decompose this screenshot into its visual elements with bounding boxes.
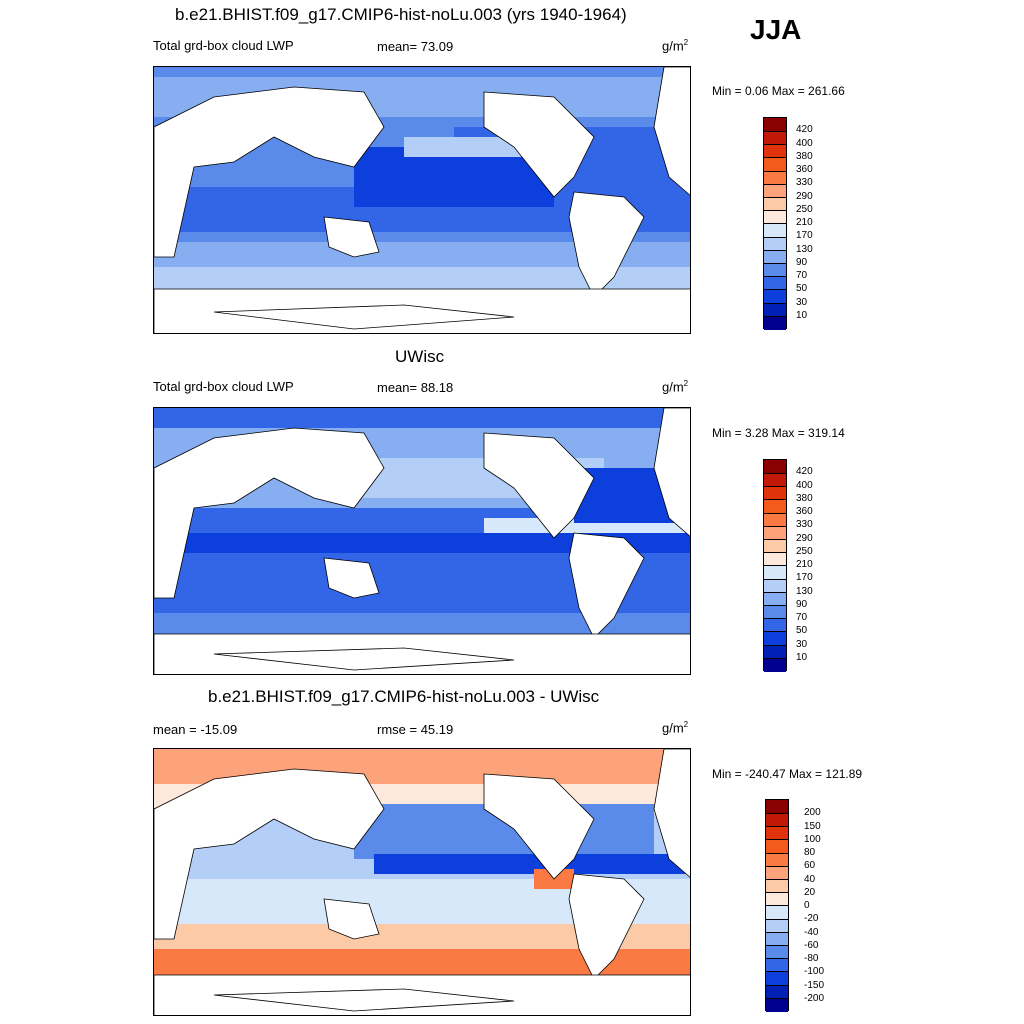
minmax-label: Min = -240.47 Max = 121.89 bbox=[712, 767, 863, 781]
colorbar-tick: 400 bbox=[796, 480, 813, 491]
colorbar-tick: 210 bbox=[796, 217, 813, 228]
map-observation bbox=[153, 407, 691, 675]
colorbar bbox=[763, 459, 787, 672]
mean-label: mean= 73.09 bbox=[377, 39, 454, 54]
colorbar-tick: 210 bbox=[796, 559, 813, 570]
colorbar-tick: 290 bbox=[796, 533, 813, 544]
colorbar-tick: -200 bbox=[804, 993, 825, 1004]
landmass-shape bbox=[323, 557, 380, 599]
colorbar-tick: 290 bbox=[796, 191, 813, 202]
colorbar-tick: 420 bbox=[796, 466, 813, 477]
colorbar-tick: 400 bbox=[796, 138, 813, 149]
landmass-shape bbox=[323, 898, 380, 940]
mean-label: mean= 88.18 bbox=[377, 380, 454, 395]
colorbar-tick: 420 bbox=[796, 124, 813, 135]
map-difference bbox=[153, 748, 691, 1016]
landmass-shape bbox=[154, 427, 385, 599]
landmass-shape bbox=[568, 191, 645, 298]
colorbar-tick: 10 bbox=[796, 310, 808, 321]
units-label: g/m2 bbox=[662, 379, 689, 395]
colorbar-tick: -150 bbox=[804, 980, 825, 991]
landmass-shape bbox=[653, 67, 690, 196]
colorbar-tick: -40 bbox=[804, 927, 819, 938]
colorbar-tick: 130 bbox=[796, 586, 813, 597]
colorbar bbox=[765, 799, 789, 1012]
colorbar-tick: 170 bbox=[796, 230, 813, 241]
colorbar-tick: 360 bbox=[796, 506, 813, 517]
colorbar-tick: 40 bbox=[804, 874, 816, 885]
colorbar-tick: 250 bbox=[796, 204, 813, 215]
units-label: g/m2 bbox=[662, 38, 689, 54]
colorbar-tick: 130 bbox=[796, 244, 813, 255]
colorbar-tick: 250 bbox=[796, 546, 813, 557]
landmass-shape bbox=[483, 773, 595, 880]
colorbar-tick: 90 bbox=[796, 599, 808, 610]
landmass-shape bbox=[568, 532, 645, 639]
landmass-shape bbox=[483, 432, 595, 539]
landmass-shape bbox=[154, 768, 385, 940]
colorbar-tick: 150 bbox=[804, 821, 821, 832]
landmass-shape bbox=[154, 86, 385, 258]
colorbar-tick: 70 bbox=[796, 612, 808, 623]
season-label: JJA bbox=[750, 14, 802, 45]
minmax-label: Min = 0.06 Max = 261.66 bbox=[712, 84, 845, 98]
colorbar-tick: 10 bbox=[796, 652, 808, 663]
panel-title: b.e21.BHIST.f09_g17.CMIP6-hist-noLu.003 … bbox=[175, 5, 627, 24]
colorbar-tick: 70 bbox=[796, 270, 808, 281]
colorbar-tick: 100 bbox=[804, 834, 821, 845]
variable-label: Total grd-box cloud LWP bbox=[153, 379, 294, 394]
colorbar-tick: 30 bbox=[796, 297, 808, 308]
colorbar-tick: 360 bbox=[796, 164, 813, 175]
colorbar-tick: 50 bbox=[796, 283, 808, 294]
mean-label: mean = -15.09 bbox=[153, 722, 238, 737]
colorbar-tick: 380 bbox=[796, 151, 813, 162]
landmass-shape bbox=[653, 749, 690, 878]
minmax-label: Min = 3.28 Max = 319.14 bbox=[712, 426, 845, 440]
landmass-shape bbox=[323, 216, 380, 258]
colorbar-tick: -20 bbox=[804, 913, 819, 924]
landmass-shape bbox=[154, 288, 690, 333]
colorbar bbox=[763, 117, 787, 330]
colorbar-tick: 170 bbox=[796, 572, 813, 583]
panel-title: b.e21.BHIST.f09_g17.CMIP6-hist-noLu.003 … bbox=[208, 687, 600, 706]
landmass-shape bbox=[483, 91, 595, 198]
rmse-label: rmse = 45.19 bbox=[377, 722, 454, 737]
landmass-shape bbox=[154, 633, 690, 674]
colorbar-tick: 330 bbox=[796, 519, 813, 530]
map-model bbox=[153, 66, 691, 334]
landmass-shape bbox=[568, 873, 645, 980]
colorbar-tick: 30 bbox=[796, 639, 808, 650]
colorbar-tick: -60 bbox=[804, 940, 819, 951]
landmass-shape bbox=[154, 974, 690, 1015]
colorbar-tick: 380 bbox=[796, 493, 813, 504]
colorbar-tick: 90 bbox=[796, 257, 808, 268]
colorbar-tick: 50 bbox=[796, 625, 808, 636]
colorbar-tick: 60 bbox=[804, 860, 816, 871]
colorbar-tick: 80 bbox=[804, 847, 816, 858]
colorbar-tick: 0 bbox=[804, 900, 810, 911]
colorbar-tick: 20 bbox=[804, 887, 816, 898]
colorbar-tick: -100 bbox=[804, 966, 825, 977]
variable-label: Total grd-box cloud LWP bbox=[153, 38, 294, 53]
landmass-shape bbox=[653, 408, 690, 537]
panel-title: UWisc bbox=[395, 347, 445, 366]
colorbar-tick: 200 bbox=[804, 807, 821, 818]
units-label: g/m2 bbox=[662, 720, 689, 736]
colorbar-tick: 330 bbox=[796, 177, 813, 188]
colorbar-tick: -80 bbox=[804, 953, 819, 964]
